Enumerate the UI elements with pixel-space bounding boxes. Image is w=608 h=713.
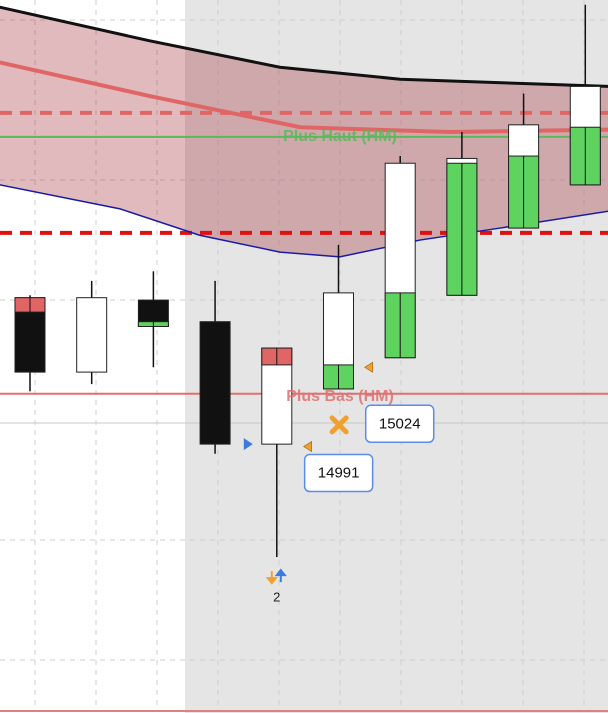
signal-arrow-up	[274, 568, 287, 583]
level-label: Plus Bas (HM)	[286, 388, 394, 405]
annotation-arrow	[302, 440, 312, 453]
annotation-label: 15024	[379, 415, 421, 432]
annotation-box	[364, 404, 435, 444]
marker	[329, 415, 349, 435]
curve	[0, 5, 608, 88]
curve	[0, 60, 608, 135]
candle-body	[76, 297, 108, 373]
signal-arrow-down	[265, 571, 278, 585]
annotation-label: 14991	[318, 464, 360, 481]
curve	[0, 184, 608, 258]
candle-body	[199, 321, 231, 445]
level-label: Plus Haut (HM)	[283, 128, 397, 145]
annotation-arrow	[364, 361, 374, 373]
marker	[243, 438, 253, 451]
annotation-box	[303, 453, 374, 493]
signal-count: 2	[273, 590, 280, 605]
